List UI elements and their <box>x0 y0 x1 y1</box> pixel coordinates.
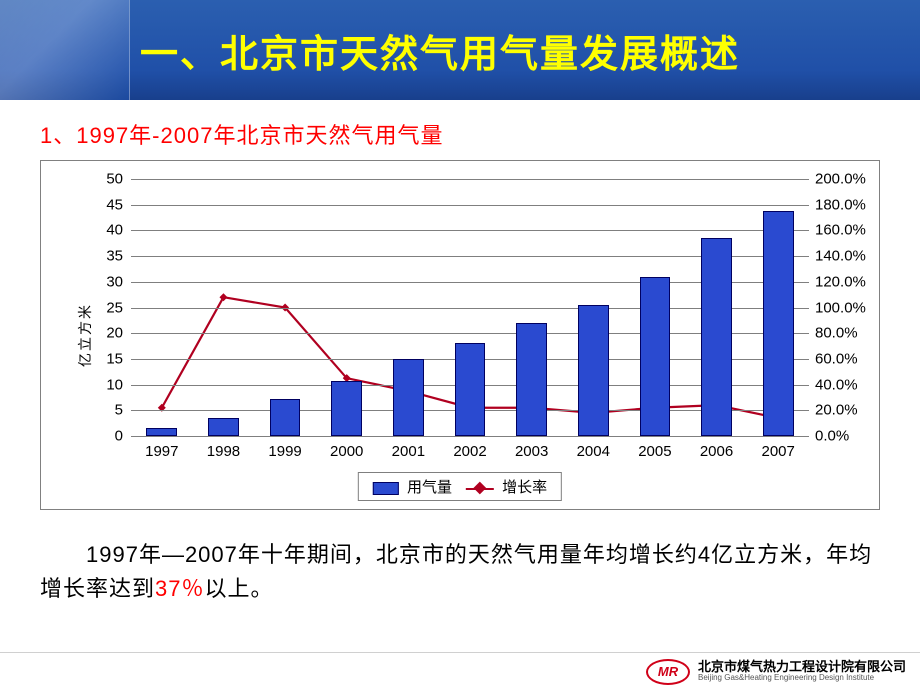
bar <box>516 323 547 436</box>
content-area: 1、1997年-2007年北京市天然气用气量 亿立方米 051015202530… <box>0 100 920 606</box>
chart-container: 亿立方米 051015202530354045500.0%20.0%40.0%6… <box>40 160 880 510</box>
y-tick-left: 5 <box>83 402 123 419</box>
slide-header: 一、北京市天然气用气量发展概述 <box>0 0 920 100</box>
x-tick-label: 1998 <box>207 443 240 460</box>
bar <box>763 211 794 436</box>
y-tick-left: 40 <box>83 222 123 239</box>
company-logo: MR <box>646 659 690 685</box>
y-tick-left: 25 <box>83 299 123 316</box>
legend-label-bars: 用气量 <box>407 479 452 496</box>
y-tick-right: 200.0% <box>815 171 875 188</box>
bar <box>331 381 362 437</box>
line-marker <box>219 293 227 301</box>
y-tick-right: 0.0% <box>815 428 875 445</box>
legend-label-line: 增长率 <box>502 479 547 496</box>
x-tick-label: 2003 <box>515 443 548 460</box>
slide-footer: MR 北京市煤气热力工程设计院有限公司 Beijing Gas&Heating … <box>0 652 920 690</box>
chart-legend: 用气量 增长率 <box>358 472 562 501</box>
body-text-post: 以上。 <box>205 576 274 601</box>
grid-line <box>131 179 809 180</box>
bar <box>455 343 486 436</box>
y-tick-left: 50 <box>83 171 123 188</box>
bar <box>578 305 609 436</box>
y-tick-left: 0 <box>83 428 123 445</box>
legend-swatch-line <box>466 481 494 495</box>
y-tick-left: 20 <box>83 325 123 342</box>
bar <box>208 418 239 436</box>
y-tick-right: 120.0% <box>815 273 875 290</box>
y-tick-left: 15 <box>83 350 123 367</box>
y-tick-left: 30 <box>83 273 123 290</box>
y-tick-right: 100.0% <box>815 299 875 316</box>
body-paragraph: 1997年—2007年十年期间，北京市的天然气用量年均增长约4亿立方米，年均增长… <box>40 538 880 606</box>
bar <box>701 238 732 436</box>
x-tick-label: 2000 <box>330 443 363 460</box>
x-tick-label: 2005 <box>638 443 671 460</box>
y-tick-right: 60.0% <box>815 350 875 367</box>
y-tick-right: 160.0% <box>815 222 875 239</box>
x-tick-label: 1999 <box>268 443 301 460</box>
y-tick-right: 20.0% <box>815 402 875 419</box>
legend-swatch-bar <box>373 482 399 495</box>
grid-line <box>131 205 809 206</box>
body-text-accent: 37％ <box>155 576 204 601</box>
bar <box>640 277 671 436</box>
legend-item-line: 增长率 <box>466 476 547 497</box>
bar <box>393 359 424 436</box>
y-tick-right: 40.0% <box>815 376 875 393</box>
header-decoration <box>0 0 130 100</box>
legend-item-bars: 用气量 <box>373 476 452 497</box>
x-tick-label: 2001 <box>392 443 425 460</box>
footer-text-block: 北京市煤气热力工程设计院有限公司 Beijing Gas&Heating Eng… <box>698 660 906 683</box>
y-tick-right: 80.0% <box>815 325 875 342</box>
x-tick-label: 2006 <box>700 443 733 460</box>
section-subtitle: 1、1997年-2007年北京市天然气用气量 <box>40 118 880 150</box>
x-tick-label: 1997 <box>145 443 178 460</box>
y-tick-right: 140.0% <box>815 248 875 265</box>
x-tick-label: 2004 <box>577 443 610 460</box>
grid-line <box>131 230 809 231</box>
bar <box>270 399 301 436</box>
y-tick-left: 45 <box>83 196 123 213</box>
x-tick-label: 2002 <box>453 443 486 460</box>
x-tick-label: 2007 <box>761 443 794 460</box>
y-tick-left: 35 <box>83 248 123 265</box>
company-name-cn: 北京市煤气热力工程设计院有限公司 <box>698 660 906 674</box>
company-name-en: Beijing Gas&Heating Engineering Design I… <box>698 674 906 683</box>
y-tick-right: 180.0% <box>815 196 875 213</box>
y-tick-left: 10 <box>83 376 123 393</box>
plot-area: 051015202530354045500.0%20.0%40.0%60.0%8… <box>131 179 809 437</box>
slide-title: 一、北京市天然气用气量发展概述 <box>140 23 740 78</box>
bar <box>146 428 177 436</box>
